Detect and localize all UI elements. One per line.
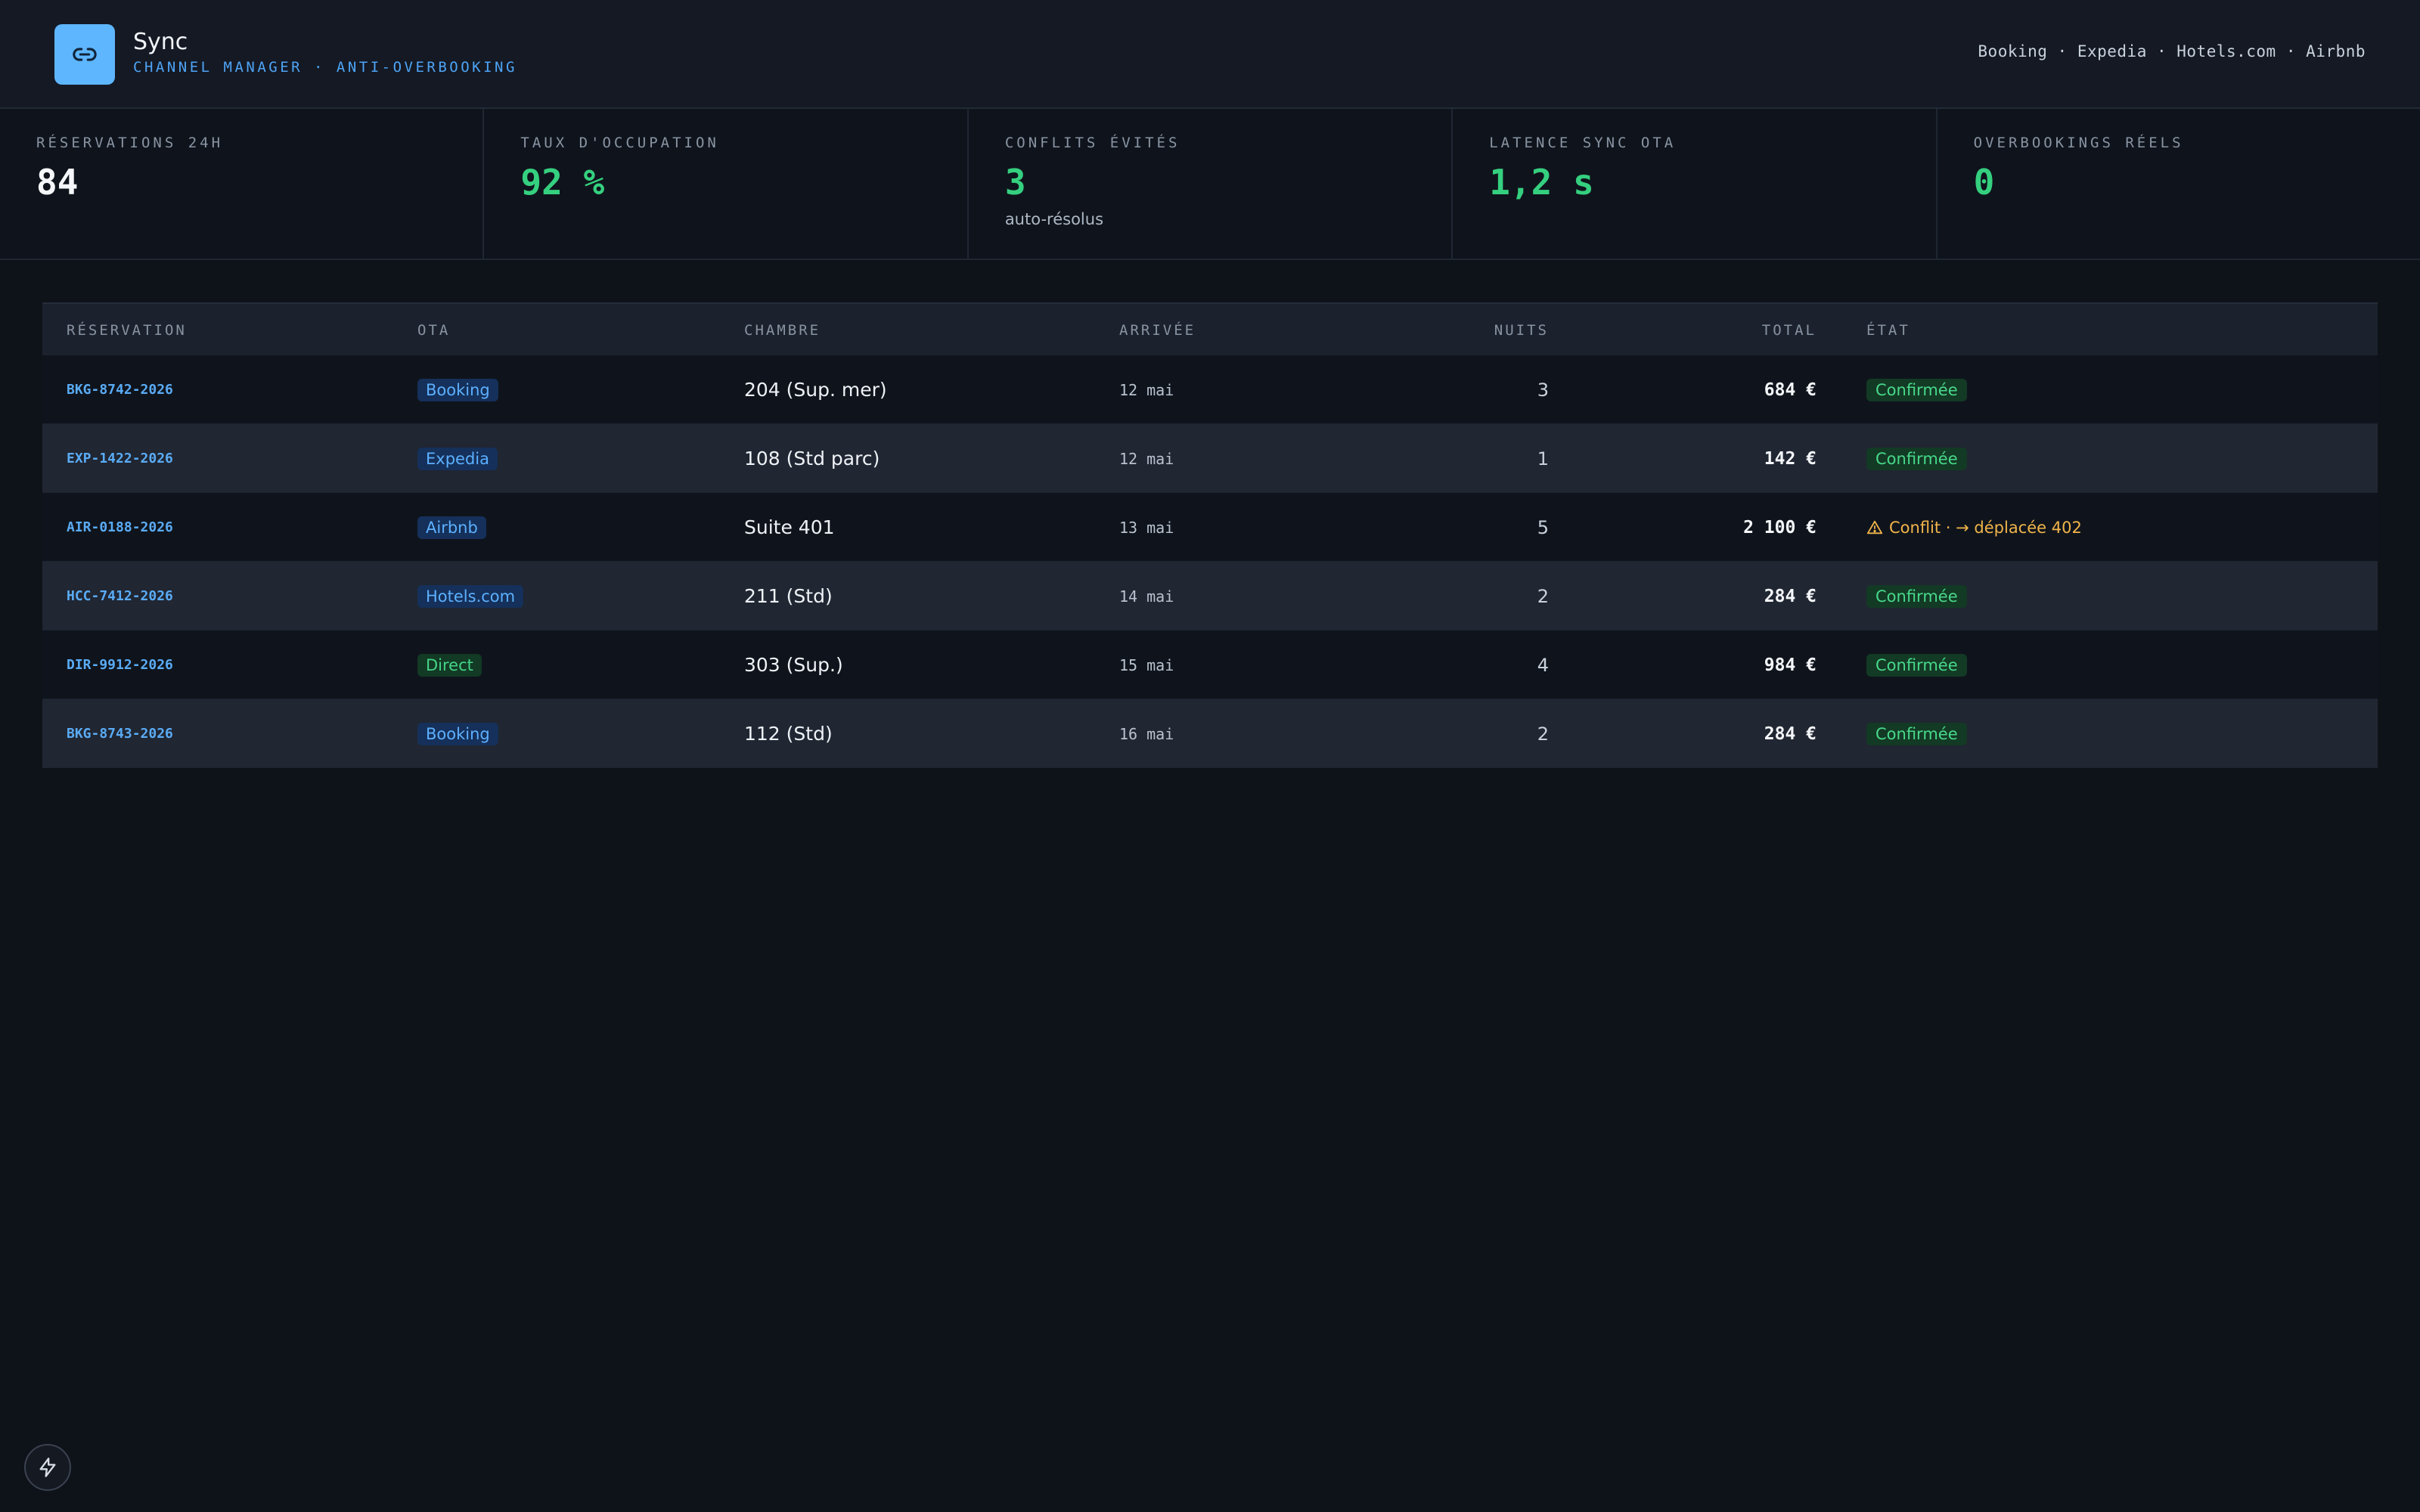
status-badge: Confirmée — [1866, 447, 1967, 470]
column-header-nights[interactable]: NUITS — [1494, 322, 1549, 339]
arrival-cell: 13 mai — [1119, 518, 1174, 537]
total-cell: 684 € — [1764, 380, 1817, 400]
lightning-icon — [39, 1458, 56, 1477]
total-cell: 284 € — [1764, 723, 1817, 744]
table-row[interactable]: BKG-8742-2026 Booking 204 (Sup. mer) 12 … — [42, 355, 2378, 424]
nights-cell: 2 — [1537, 723, 1549, 745]
kpi-value: 1,2 s — [1489, 162, 1594, 203]
kpi-overbookings: OVERBOOKINGS RÉELS 0 — [1938, 109, 2420, 259]
table-row[interactable]: EXP-1422-2026 Expedia 108 (Std parc) 12 … — [42, 424, 2378, 493]
arrival-cell: 16 mai — [1119, 724, 1174, 743]
nights-cell: 1 — [1537, 448, 1549, 469]
room-cell: 108 (Std parc) — [744, 448, 880, 469]
quick-action-button[interactable] — [24, 1444, 71, 1491]
kpi-value: 0 — [1973, 162, 1995, 203]
kpi-label: RÉSERVATIONS 24H — [36, 135, 224, 151]
ota-badge: Direct — [417, 653, 482, 677]
nights-cell: 3 — [1537, 379, 1549, 401]
ota-badge: Booking — [417, 378, 498, 401]
channel-list: Booking · Expedia · Hotels.com · Airbnb — [1978, 42, 2366, 60]
kpi-value: 84 — [36, 162, 79, 203]
app-title: Sync — [133, 29, 188, 55]
kpi-value: 3 — [1004, 162, 1026, 203]
column-header-ota[interactable]: OTA — [417, 322, 451, 339]
status-badge: Confirmée — [1866, 653, 1967, 677]
app-header: Sync CHANNEL MANAGER · ANTI-OVERBOOKING … — [0, 0, 2420, 109]
total-cell: 984 € — [1764, 655, 1817, 675]
total-cell: 284 € — [1764, 586, 1817, 606]
kpi-reservations: RÉSERVATIONS 24H 84 — [0, 109, 485, 259]
total-cell: 2 100 € — [1743, 517, 1817, 538]
kpi-value: 92 % — [520, 162, 605, 203]
room-cell: 112 (Std) — [744, 723, 833, 745]
kpi-label: CONFLITS ÉVITÉS — [1004, 135, 1181, 151]
status-conflict: Conflit · → déplacée 402 — [1866, 519, 2082, 537]
kpi-label: TAUX D'OCCUPATION — [520, 135, 719, 151]
column-header-arrival[interactable]: ARRIVÉE — [1119, 322, 1196, 339]
column-header-state[interactable]: ÉTAT — [1866, 322, 1910, 339]
kpi-label: LATENCE SYNC OTA — [1489, 135, 1677, 151]
table-row[interactable]: AIR-0188-2026 Airbnb Suite 401 13 mai 5 … — [42, 493, 2378, 562]
reservation-id[interactable]: DIR-9912-2026 — [67, 657, 173, 673]
link-icon — [73, 48, 97, 61]
reservation-id[interactable]: AIR-0188-2026 — [67, 519, 173, 535]
app-logo — [54, 24, 115, 85]
ota-badge: Airbnb — [417, 516, 486, 539]
room-cell: 303 (Sup.) — [744, 654, 843, 676]
status-badge: Confirmée — [1866, 722, 1967, 745]
arrival-cell: 15 mai — [1119, 655, 1174, 674]
total-cell: 142 € — [1764, 448, 1817, 469]
table-header: RÉSERVATION OTA CHAMBRE ARRIVÉE NUITS TO… — [42, 302, 2378, 355]
room-cell: 204 (Sup. mer) — [744, 379, 887, 401]
reservation-id[interactable]: HCC-7412-2026 — [67, 588, 173, 604]
ota-badge: Expedia — [417, 447, 498, 470]
kpi-occupancy: TAUX D'OCCUPATION 92 % — [484, 109, 969, 259]
ota-badge: Booking — [417, 722, 498, 745]
arrival-cell: 14 mai — [1119, 587, 1174, 606]
nights-cell: 4 — [1537, 654, 1549, 676]
status-badge: Confirmée — [1866, 584, 1967, 608]
status-badge: Confirmée — [1866, 378, 1967, 401]
kpi-note: auto-résolus — [1004, 210, 1104, 228]
app-subtitle: CHANNEL MANAGER · ANTI-OVERBOOKING — [133, 59, 517, 76]
kpi-conflicts: CONFLITS ÉVITÉS 3 auto-résolus — [969, 109, 1454, 259]
arrival-cell: 12 mai — [1119, 380, 1174, 399]
room-cell: Suite 401 — [744, 516, 835, 538]
reservation-id[interactable]: BKG-8743-2026 — [67, 726, 173, 742]
table-row[interactable]: HCC-7412-2026 Hotels.com 211 (Std) 14 ma… — [42, 562, 2378, 631]
kpi-label: OVERBOOKINGS RÉELS — [1973, 135, 2184, 151]
column-header-reservation[interactable]: RÉSERVATION — [67, 322, 187, 339]
room-cell: 211 (Std) — [744, 585, 833, 607]
kpi-latency: LATENCE SYNC OTA 1,2 s — [1453, 109, 1938, 259]
reservation-id[interactable]: BKG-8742-2026 — [67, 382, 173, 398]
nights-cell: 2 — [1537, 585, 1549, 607]
kpi-strip: RÉSERVATIONS 24H 84 TAUX D'OCCUPATION 92… — [0, 109, 2420, 260]
reservations-table: RÉSERVATION OTA CHAMBRE ARRIVÉE NUITS TO… — [42, 302, 2378, 768]
table-row[interactable]: DIR-9912-2026 Direct 303 (Sup.) 15 mai 4… — [42, 631, 2378, 699]
arrival-cell: 12 mai — [1119, 449, 1174, 468]
reservation-id[interactable]: EXP-1422-2026 — [67, 451, 173, 466]
warning-icon — [1866, 520, 1883, 534]
status-conflict-label: Conflit · → déplacée 402 — [1889, 518, 2082, 537]
ota-badge: Hotels.com — [417, 584, 524, 608]
column-header-room[interactable]: CHAMBRE — [744, 322, 821, 339]
nights-cell: 5 — [1537, 516, 1549, 538]
column-header-total[interactable]: TOTAL — [1761, 322, 1817, 339]
table-row[interactable]: BKG-8743-2026 Booking 112 (Std) 16 mai 2… — [42, 699, 2378, 768]
